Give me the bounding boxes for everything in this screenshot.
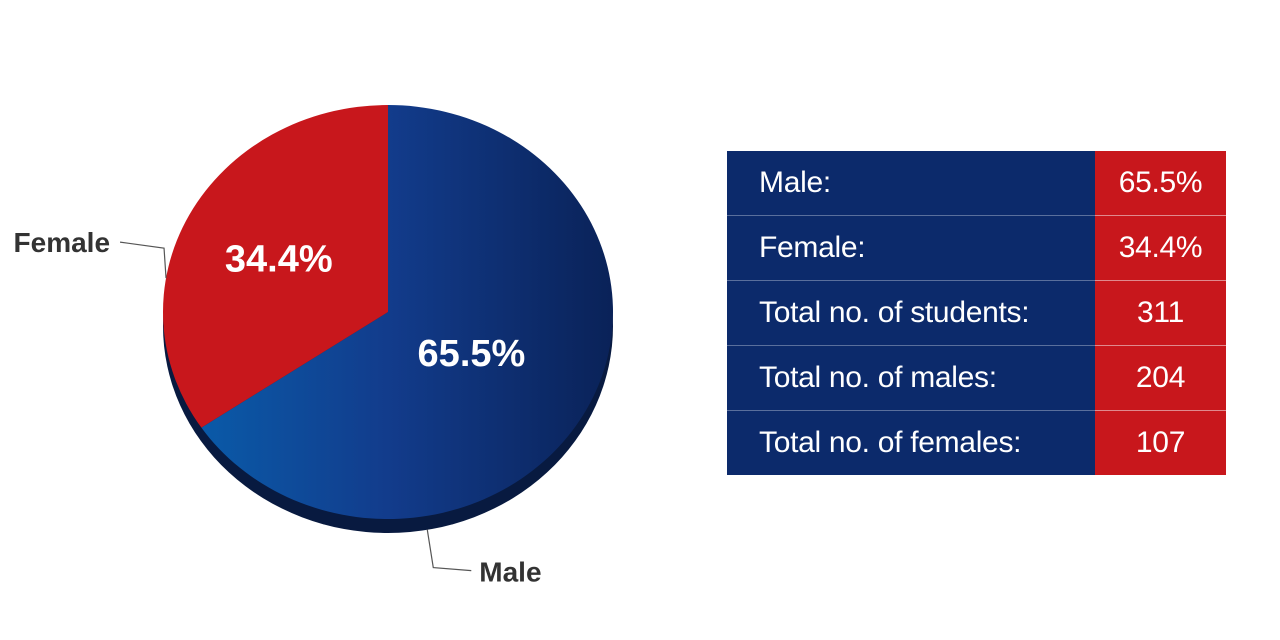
leader-line-female <box>119 241 167 279</box>
row-label: Total no. of males: <box>727 345 1095 411</box>
slice-category-label-male: Male <box>479 557 541 588</box>
pie-slice-female <box>162 105 388 428</box>
slice-category-label-female: Female <box>14 227 111 258</box>
row-value: 34.4% <box>1095 215 1226 281</box>
row-label: Female: <box>727 215 1095 281</box>
stats-table: Male: 65.5% Female: 34.4% Total no. of s… <box>727 151 1226 475</box>
table-row: Total no. of students: 311 <box>727 280 1226 346</box>
row-value: 65.5% <box>1095 151 1226 216</box>
row-value: 311 <box>1095 280 1226 346</box>
slice-value-label-male: 65.5% <box>418 333 526 375</box>
table-row: Female: 34.4% <box>727 215 1226 281</box>
row-value: 204 <box>1095 345 1226 411</box>
pie-chart: 65.5% Male 34.4% Female <box>14 105 613 588</box>
leader-line-male <box>426 529 472 572</box>
row-value: 107 <box>1095 410 1226 475</box>
table-row: Male: 65.5% <box>727 151 1226 216</box>
row-label: Total no. of students: <box>727 280 1095 346</box>
pie-slice-male <box>201 105 613 519</box>
slice-value-label-female: 34.4% <box>225 239 333 281</box>
table-row: Total no. of males: 204 <box>727 345 1226 411</box>
row-label: Total no. of females: <box>727 410 1095 475</box>
table-row: Total no. of females: 107 <box>727 410 1226 475</box>
row-label: Male: <box>727 151 1095 216</box>
